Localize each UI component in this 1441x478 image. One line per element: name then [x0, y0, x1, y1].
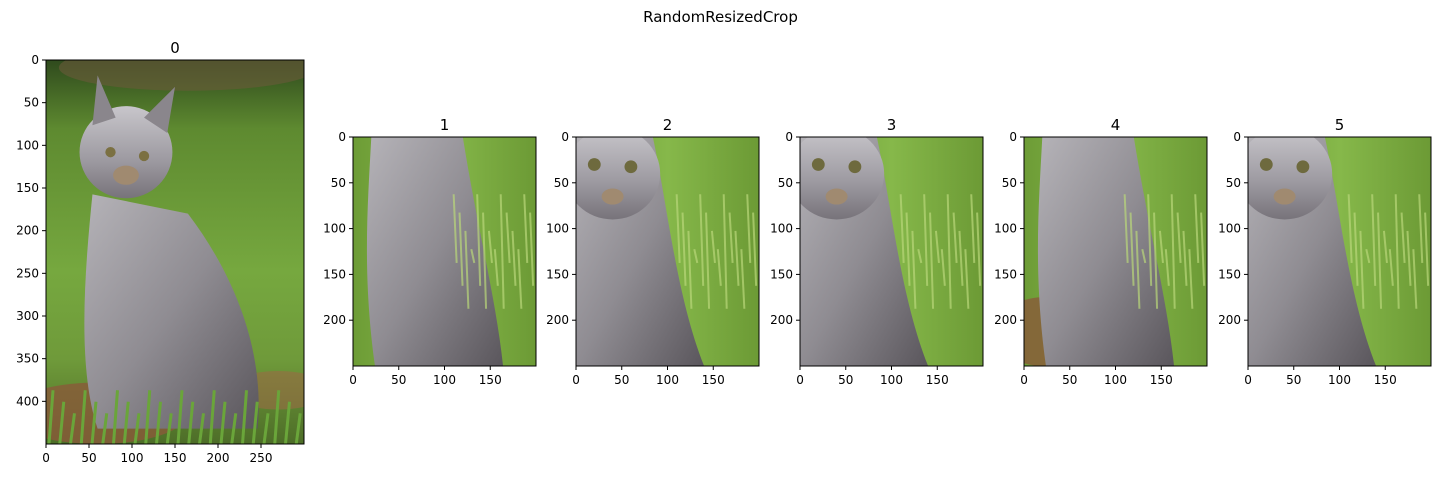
- x-tick-label: 150: [1374, 373, 1397, 387]
- photo-lynx-eye: [812, 158, 825, 171]
- x-tick-label: 0: [1244, 373, 1252, 387]
- x-tick-label: 150: [1150, 373, 1173, 387]
- x-tick-label: 0: [349, 373, 357, 387]
- x-tick-label: 50: [391, 373, 406, 387]
- x-tick-label: 100: [121, 451, 144, 465]
- subplot-2: 2 0 50 100 150 0 50 100 150 200: [546, 116, 759, 387]
- x-tick-label: 0: [796, 373, 804, 387]
- y-tick-label: 400: [16, 394, 39, 408]
- photo-lynx-eye: [848, 160, 861, 173]
- photo-lynx-eye: [105, 147, 115, 157]
- x-tick-label: 100: [1328, 373, 1351, 387]
- photo-lynx-eye: [624, 160, 637, 173]
- photo-lynx-head: [565, 128, 660, 220]
- x-tick-label: 50: [614, 373, 629, 387]
- x-tick-label: 50: [838, 373, 853, 387]
- y-tick-label: 100: [16, 138, 39, 152]
- x-tick-label: 100: [433, 373, 456, 387]
- subplot-title: 3: [887, 116, 897, 134]
- x-tick-label: 100: [1104, 373, 1127, 387]
- y-tick-label: 0: [785, 130, 793, 144]
- y-tick-label: 50: [1226, 176, 1241, 190]
- photo-lynx-eye: [1260, 158, 1273, 171]
- subplot-3: 3 0 50 100 150 0 50 100 150 200: [770, 116, 983, 387]
- y-tick-label: 0: [561, 130, 569, 144]
- photo-lynx-eye: [588, 158, 601, 171]
- photo-lynx-eye: [139, 151, 149, 161]
- y-tick-label: 150: [770, 267, 793, 281]
- y-tick-label: 300: [16, 309, 39, 323]
- photo-lynx-muzzle: [826, 189, 848, 205]
- photo-lynx-muzzle: [1274, 189, 1296, 205]
- x-tick-label: 250: [250, 451, 273, 465]
- photo-content: [565, 128, 759, 366]
- y-tick-label: 50: [331, 176, 346, 190]
- x-tick-label: 50: [1286, 373, 1301, 387]
- y-tick-label: 350: [16, 352, 39, 366]
- y-tick-label: 250: [16, 266, 39, 280]
- y-tick-label: 100: [770, 222, 793, 236]
- x-tick-label: 100: [880, 373, 903, 387]
- photo-lynx-eye: [1296, 160, 1309, 173]
- y-tick-label: 200: [16, 224, 39, 238]
- y-tick-label: 150: [546, 267, 569, 281]
- y-tick-label: 150: [323, 267, 346, 281]
- photo-lynx-muzzle: [113, 166, 139, 185]
- subplot-title: 1: [440, 116, 450, 134]
- x-tick-label: 0: [1020, 373, 1028, 387]
- photo-content: [7, 45, 330, 444]
- y-tick-label: 200: [994, 313, 1017, 327]
- y-tick-label: 200: [770, 313, 793, 327]
- subplot-title: 0: [170, 39, 180, 57]
- y-tick-label: 100: [994, 222, 1017, 236]
- y-tick-label: 100: [323, 222, 346, 236]
- photo-content: [789, 128, 983, 366]
- y-tick-label: 150: [1218, 267, 1241, 281]
- x-tick-label: 50: [1062, 373, 1077, 387]
- photo-content: [1237, 128, 1431, 366]
- subplot-4: 4 0 50 100 150 0 50 100 150 200: [994, 116, 1207, 387]
- subplot-title: 2: [663, 116, 673, 134]
- y-tick-label: 0: [1233, 130, 1241, 144]
- x-tick-label: 150: [164, 451, 187, 465]
- x-tick-label: 0: [42, 451, 50, 465]
- subplot-1: 1 0 50 100 150 0 50 100 150 200: [323, 116, 536, 387]
- y-tick-label: 0: [1009, 130, 1017, 144]
- y-tick-label: 100: [546, 222, 569, 236]
- x-tick-label: 150: [926, 373, 949, 387]
- y-tick-label: 200: [323, 313, 346, 327]
- photo-lynx-head: [1237, 128, 1332, 220]
- subplot-title: 5: [1335, 116, 1345, 134]
- y-tick-label: 150: [994, 267, 1017, 281]
- photo-lynx-muzzle: [602, 189, 624, 205]
- photo-content: [353, 137, 536, 366]
- y-tick-label: 50: [24, 96, 39, 110]
- x-tick-label: 150: [702, 373, 725, 387]
- x-tick-label: 50: [81, 451, 96, 465]
- x-tick-label: 200: [207, 451, 230, 465]
- y-tick-label: 150: [16, 181, 39, 195]
- x-tick-label: 100: [656, 373, 679, 387]
- y-tick-label: 50: [1002, 176, 1017, 190]
- photo-lynx-head: [789, 128, 884, 220]
- y-tick-label: 50: [554, 176, 569, 190]
- y-tick-label: 0: [31, 53, 39, 67]
- x-tick-label: 0: [572, 373, 580, 387]
- photo-content: [997, 137, 1207, 366]
- subplot-title: 4: [1111, 116, 1121, 134]
- y-tick-label: 50: [778, 176, 793, 190]
- subplot-0: 0 0 50 100 150 200 250 0 50 100 150 200 250 300 350 400: [7, 39, 330, 465]
- y-tick-label: 200: [1218, 313, 1241, 327]
- y-tick-label: 100: [1218, 222, 1241, 236]
- y-tick-label: 200: [546, 313, 569, 327]
- x-tick-label: 150: [479, 373, 502, 387]
- y-tick-label: 0: [338, 130, 346, 144]
